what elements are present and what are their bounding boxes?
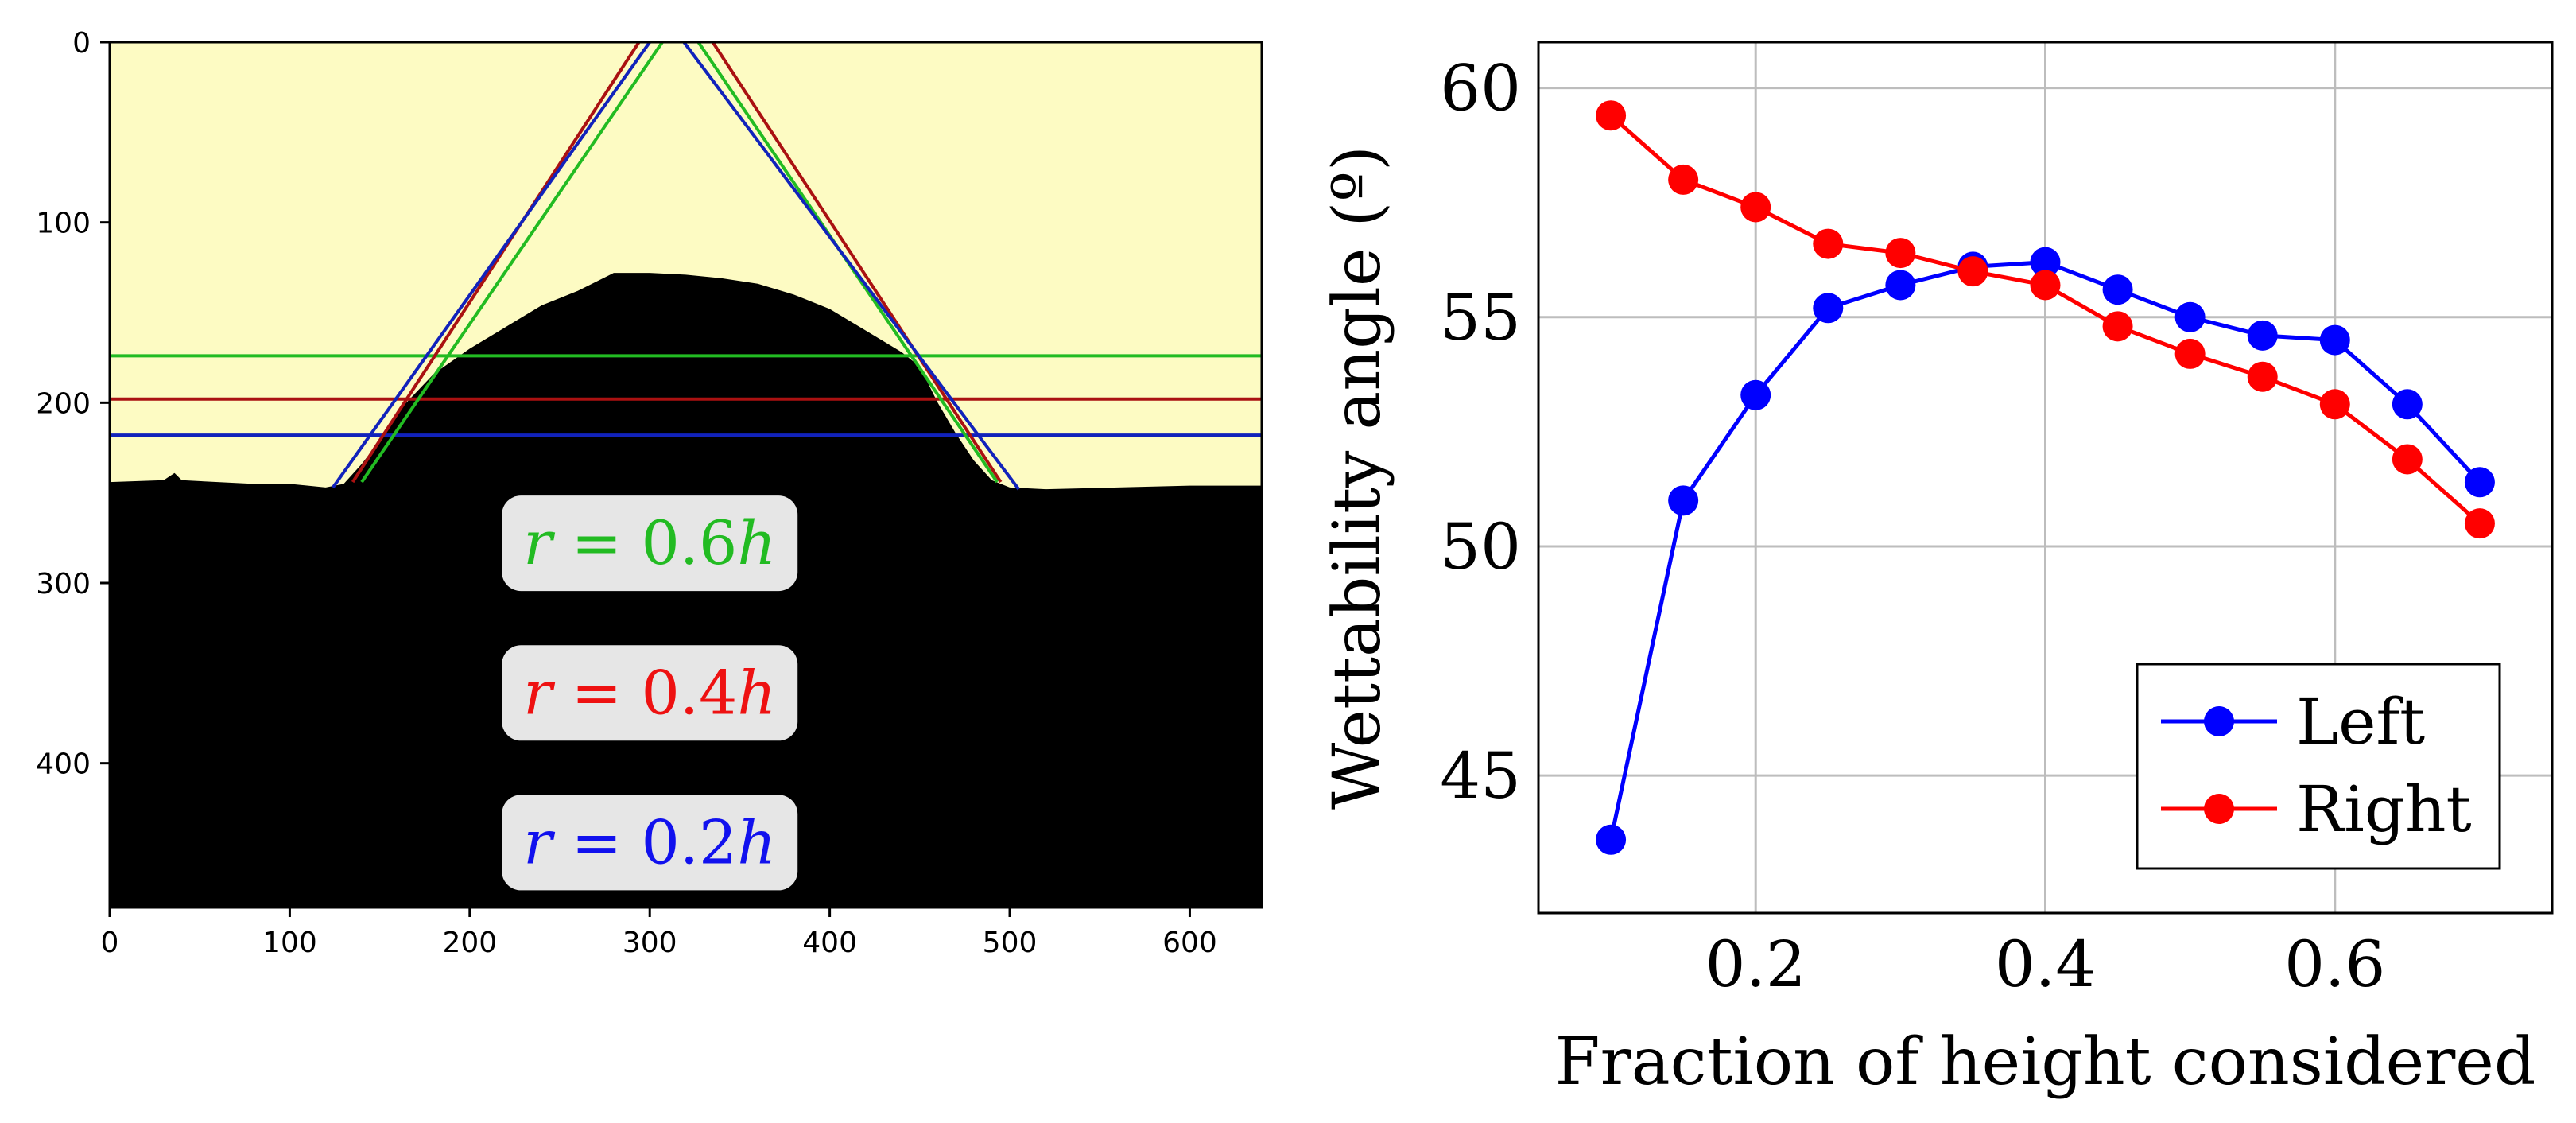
image-xtick-label-4: 400 xyxy=(802,927,857,959)
tangent-left-1 xyxy=(360,42,664,484)
point-right-0 xyxy=(1596,100,1627,131)
legend-marker-left xyxy=(2204,706,2234,736)
label-var-2: r xyxy=(523,806,556,877)
point-right-10 xyxy=(2319,389,2350,420)
point-left-2 xyxy=(1740,379,1771,410)
image-ytick-label-3: 300 xyxy=(36,568,91,600)
label-box-1 xyxy=(502,645,798,741)
image-xtick-label-3: 300 xyxy=(623,927,677,959)
image-ytick-label-0: 0 xyxy=(72,27,91,60)
y-tick-label-1: 50 xyxy=(1440,510,1521,584)
tangent-left-2 xyxy=(332,42,651,489)
image-xtick-label-2: 200 xyxy=(442,927,497,959)
image-ytick-label-1: 100 xyxy=(36,208,91,240)
point-right-5 xyxy=(1957,256,1988,287)
legend-label-right: Right xyxy=(2296,772,2472,846)
point-left-1 xyxy=(1668,485,1699,516)
point-left-10 xyxy=(2319,324,2350,356)
chart-frame xyxy=(1537,41,2554,915)
point-left-3 xyxy=(1813,293,1844,324)
image-ytick-label-2: 200 xyxy=(36,387,91,420)
label-value-1: 0.4 xyxy=(641,657,737,728)
y-tick-label-2: 55 xyxy=(1440,281,1521,355)
point-left-9 xyxy=(2247,320,2278,351)
image-xtick-label-1: 100 xyxy=(262,927,317,959)
image-xtick-label-5: 500 xyxy=(983,927,1038,959)
tangent-left-0 xyxy=(351,42,641,484)
point-left-8 xyxy=(2174,301,2206,332)
x-axis-label: Fraction of height considered xyxy=(1555,1024,2536,1100)
legend: Left Right xyxy=(2136,663,2501,870)
point-right-12 xyxy=(2464,508,2495,539)
point-left-4 xyxy=(1885,270,1916,301)
point-left-0 xyxy=(1596,824,1627,855)
label-box-0 xyxy=(502,495,798,592)
image-content xyxy=(110,42,1262,907)
y-tick-label-3: 60 xyxy=(1440,52,1521,126)
image-xtick-label-6: 600 xyxy=(1162,927,1217,959)
point-left-11 xyxy=(2392,389,2423,420)
legend-box xyxy=(2136,663,2501,870)
x-tick-label-2: 0.6 xyxy=(2284,927,2385,1001)
label-eq-2: = xyxy=(552,806,641,877)
point-right-8 xyxy=(2174,338,2206,369)
label-eq-1: = xyxy=(552,657,641,728)
point-right-6 xyxy=(2030,270,2061,301)
wettability-chart-panel: 0.2 0.4 0.6 45 50 55 60 Fraction of height cons… xyxy=(1320,41,2554,1100)
point-left-12 xyxy=(2464,467,2495,498)
image-xtick-label-0: 0 xyxy=(101,927,119,959)
y-axis-label: Wettability angle (º) xyxy=(1320,146,1395,810)
image-ytick-label-4: 400 xyxy=(36,748,91,781)
label-text-1: r = 0.4h xyxy=(523,657,776,728)
droplet-image-panel: r = 0.6hr = 0.4hr = 0.2h0 100 200 300 400 500… xyxy=(36,27,1263,959)
point-right-11 xyxy=(2392,444,2423,475)
point-right-9 xyxy=(2247,361,2278,392)
label-value-2: 0.2 xyxy=(641,806,737,877)
tangent-right-2 xyxy=(682,42,1020,491)
point-right-7 xyxy=(2102,311,2133,342)
tangent-right-0 xyxy=(711,42,1003,484)
point-right-4 xyxy=(1885,238,1916,269)
label-suffix-2: h xyxy=(737,806,776,877)
label-var-1: r xyxy=(523,657,556,728)
legend-marker-right xyxy=(2204,794,2234,824)
label-suffix-0: h xyxy=(737,507,776,578)
point-right-3 xyxy=(1813,228,1844,259)
label-var-0: r xyxy=(523,507,556,578)
label-box-2 xyxy=(502,795,798,891)
point-left-7 xyxy=(2102,274,2133,305)
y-tick-label-0: 45 xyxy=(1440,739,1521,813)
point-left-6 xyxy=(2030,247,2061,278)
label-text-0: r = 0.6h xyxy=(523,507,776,578)
label-value-0: 0.6 xyxy=(641,507,737,578)
point-right-2 xyxy=(1740,192,1771,223)
x-tick-label-0: 0.2 xyxy=(1705,927,1806,1001)
label-suffix-1: h xyxy=(737,657,776,728)
image-frame xyxy=(108,41,1263,909)
x-tick-label-1: 0.4 xyxy=(1995,927,2096,1001)
legend-label-left: Left xyxy=(2296,685,2425,759)
point-right-1 xyxy=(1668,164,1699,195)
label-text-2: r = 0.2h xyxy=(523,806,776,877)
label-eq-0: = xyxy=(552,507,641,578)
